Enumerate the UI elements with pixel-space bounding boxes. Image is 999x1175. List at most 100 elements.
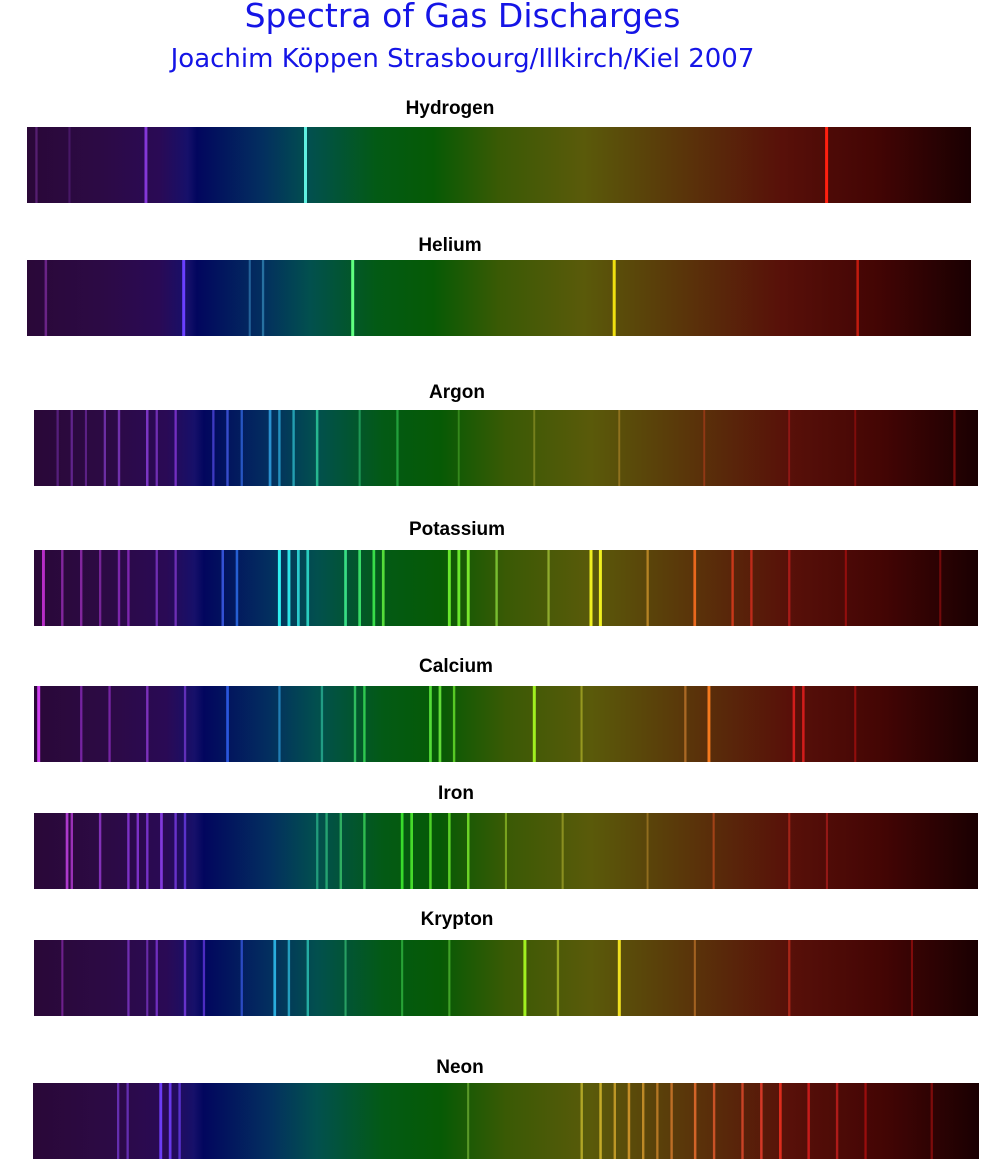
emission-line <box>98 813 102 889</box>
emission-line <box>953 410 956 486</box>
emission-line <box>939 550 942 626</box>
emission-line <box>316 813 319 889</box>
emission-line <box>351 260 355 336</box>
emission-line <box>627 1083 631 1159</box>
emission-line <box>693 550 697 626</box>
emission-line <box>136 813 139 889</box>
emission-line <box>126 1083 129 1159</box>
emission-line <box>429 686 432 762</box>
spectrum-lines <box>65 813 828 889</box>
emission-line <box>835 1083 839 1159</box>
emission-line <box>287 940 291 1016</box>
spectrum-band-krypton <box>34 940 978 1016</box>
spectrum-label-potassium: Potassium <box>408 519 506 540</box>
emission-line <box>127 813 130 889</box>
emission-line <box>401 940 404 1016</box>
emission-line <box>174 410 177 486</box>
emission-line <box>457 410 460 486</box>
emission-line <box>261 260 265 336</box>
emission-line <box>297 550 300 626</box>
emission-line <box>127 550 130 626</box>
spectrum-label-iron: Iron <box>438 783 474 804</box>
emission-line <box>174 813 177 889</box>
emission-line <box>363 686 366 762</box>
emission-line <box>84 410 87 486</box>
emission-line <box>353 686 357 762</box>
emission-line <box>306 940 309 1016</box>
emission-line <box>226 686 229 762</box>
emission-line <box>240 410 243 486</box>
emission-line <box>80 550 83 626</box>
spectrum-band-calcium <box>34 686 978 762</box>
emission-line <box>712 1083 716 1159</box>
emission-line <box>315 410 319 486</box>
emission-line <box>339 813 342 889</box>
emission-line <box>452 686 456 762</box>
emission-line <box>504 813 507 889</box>
emission-line <box>127 940 130 1016</box>
emission-line <box>306 550 310 626</box>
emission-line <box>613 1083 616 1159</box>
emission-line <box>854 686 857 762</box>
spectrum-band-argon <box>34 410 978 486</box>
emission-line <box>183 686 187 762</box>
emission-line <box>182 260 186 336</box>
emission-line <box>65 813 69 889</box>
emission-line <box>410 813 413 889</box>
emission-line <box>779 1083 782 1159</box>
emission-line <box>37 686 41 762</box>
emission-line <box>108 686 111 762</box>
spectrum-band-neon <box>33 1083 979 1159</box>
spectrum-lines <box>37 686 857 762</box>
emission-line <box>844 550 847 626</box>
emission-line <box>159 1083 163 1159</box>
emission-line <box>646 550 649 626</box>
emission-line <box>202 940 206 1016</box>
emission-line <box>856 260 859 336</box>
spectrum-label-calcium: Calcium <box>419 656 493 677</box>
emission-line <box>580 686 583 762</box>
emission-line <box>358 410 361 486</box>
emission-line <box>146 813 149 889</box>
emission-line <box>792 686 796 762</box>
emission-line <box>117 1083 120 1159</box>
emission-line <box>70 813 73 889</box>
emission-line <box>117 550 121 626</box>
emission-line <box>344 550 347 626</box>
emission-line <box>547 550 550 626</box>
emission-line <box>580 1083 583 1159</box>
emission-line <box>248 260 251 336</box>
emission-line <box>447 550 451 626</box>
emission-line <box>358 550 361 626</box>
emission-line <box>70 410 73 486</box>
emission-line <box>277 550 281 626</box>
spectrum-lines <box>44 260 859 336</box>
emission-line <box>292 410 295 486</box>
spectrum-label-hydrogen: Hydrogen <box>405 98 495 119</box>
emission-line <box>448 813 451 889</box>
emission-line <box>910 940 913 1016</box>
emission-line <box>325 813 328 889</box>
emission-line <box>589 550 593 626</box>
emission-line <box>466 550 470 626</box>
emission-line <box>42 550 45 626</box>
spectrum-band-hydrogen <box>27 127 971 203</box>
emission-line <box>68 127 71 203</box>
emission-line <box>807 1083 810 1159</box>
emission-line <box>448 940 451 1016</box>
emission-line <box>556 940 560 1016</box>
emission-line <box>183 940 187 1016</box>
emission-line <box>802 686 805 762</box>
emission-line <box>144 127 148 203</box>
emission-line <box>788 813 791 889</box>
emission-line <box>684 686 687 762</box>
spectrum-band-helium <box>27 260 971 336</box>
emission-line <box>670 1083 673 1159</box>
emission-line <box>155 940 158 1016</box>
spectrum-label-argon: Argon <box>429 382 485 403</box>
emission-line <box>712 813 715 889</box>
spectrum-lines <box>56 410 956 486</box>
emission-line <box>344 940 347 1016</box>
emission-line <box>320 686 324 762</box>
page-title: Spectra of Gas Discharges <box>244 0 681 35</box>
